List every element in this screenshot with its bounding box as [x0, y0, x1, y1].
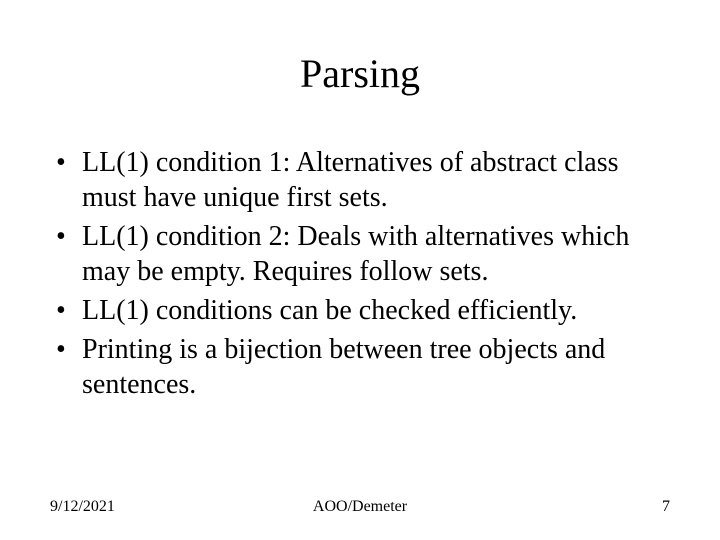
list-item: Printing is a bijection between tree obj… [50, 332, 670, 402]
slide-footer: 9/12/2021 AOO/Demeter 7 [50, 498, 670, 516]
bullet-list: LL(1) condition 1: Alternatives of abstr… [50, 145, 670, 402]
slide-title: Parsing [50, 50, 670, 97]
list-item: LL(1) condition 2: Deals with alternativ… [50, 219, 670, 289]
footer-date: 9/12/2021 [50, 498, 257, 516]
slide-container: Parsing LL(1) condition 1: Alternatives … [0, 0, 720, 540]
list-item: LL(1) conditions can be checked efficien… [50, 293, 670, 328]
list-item: LL(1) condition 1: Alternatives of abstr… [50, 145, 670, 215]
footer-center: AOO/Demeter [257, 498, 464, 516]
footer-page-number: 7 [463, 498, 670, 516]
